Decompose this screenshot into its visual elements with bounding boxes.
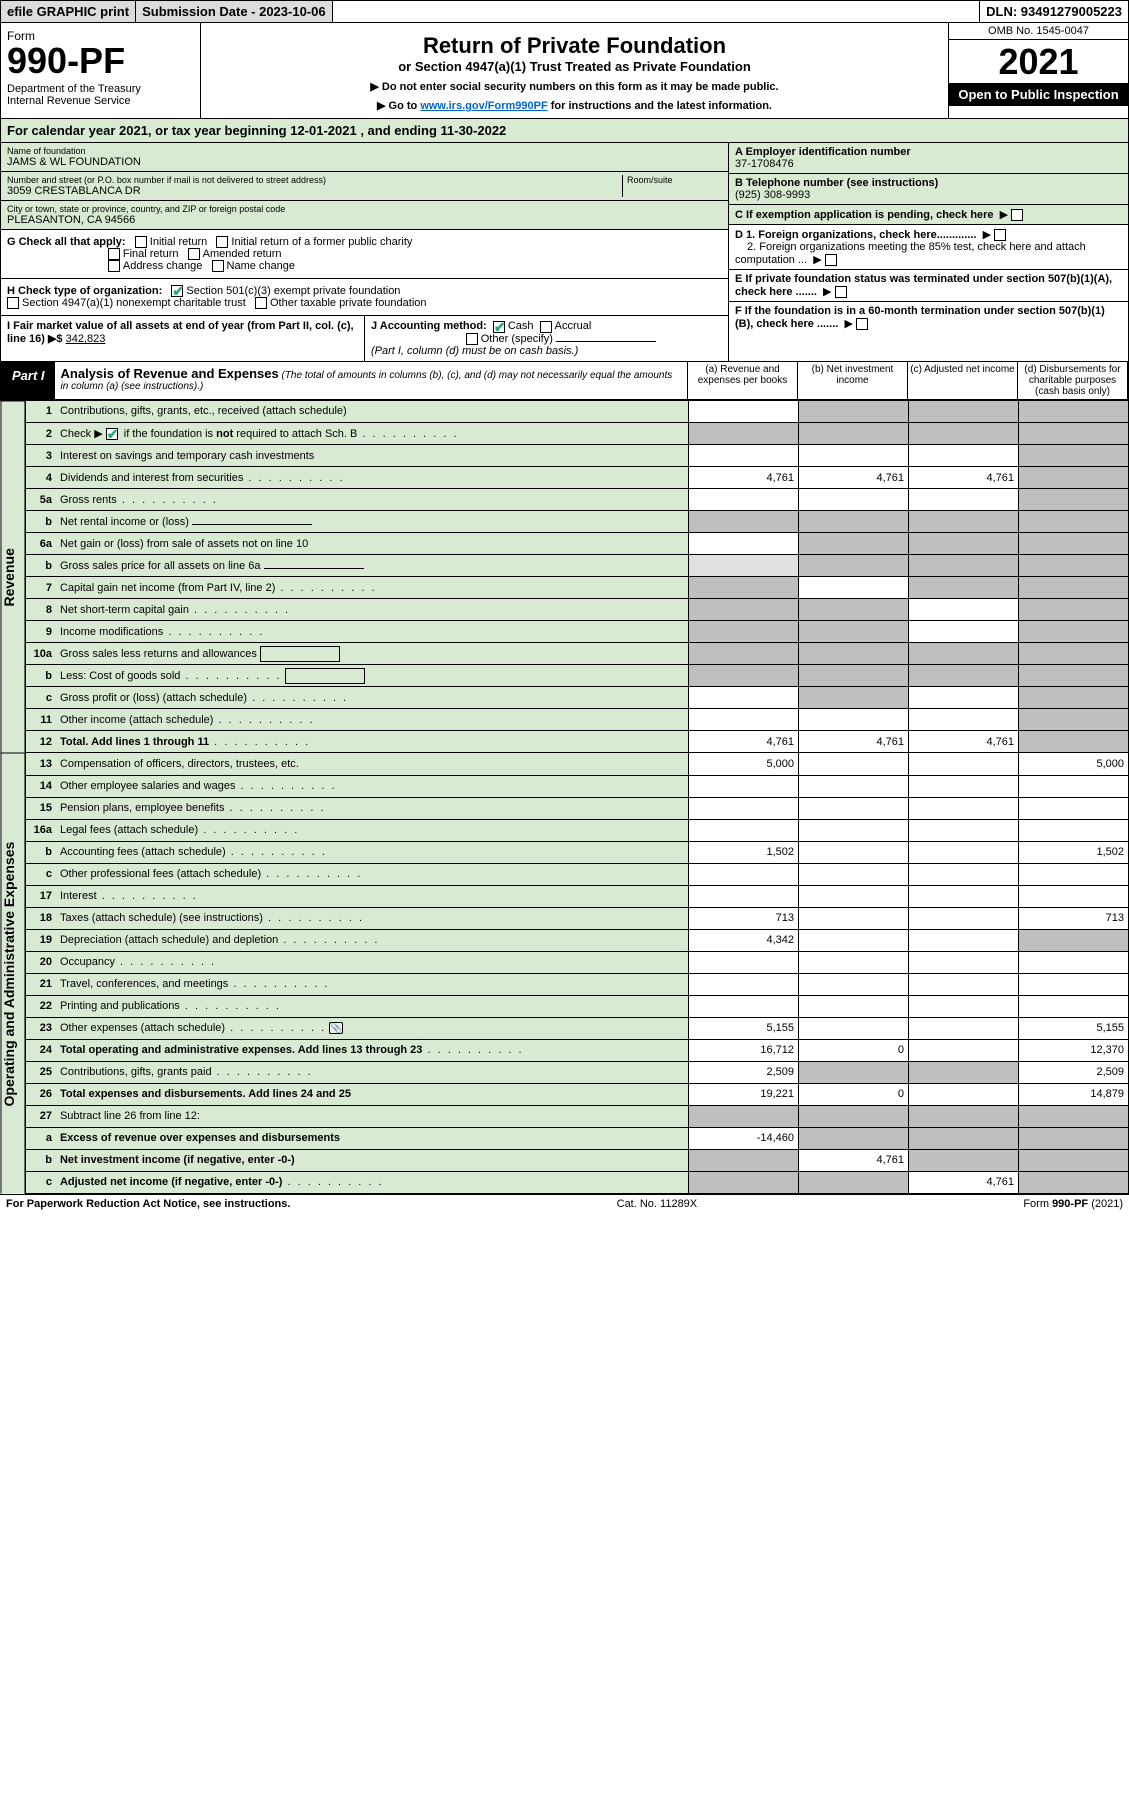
note1: ▶ Do not enter social security numbers o… — [207, 80, 942, 93]
expenses-table: 13Compensation of officers, directors, t… — [25, 753, 1129, 1194]
h-other-taxable[interactable] — [255, 297, 267, 309]
g-label: G Check all that apply: — [7, 236, 126, 248]
city-state-zip: PLEASANTON, CA 94566 — [7, 214, 722, 226]
inspection-label: Open to Public Inspection — [949, 83, 1128, 106]
j-label: J Accounting method: — [371, 320, 487, 332]
schb-checkbox[interactable] — [106, 428, 118, 440]
g-initial-former[interactable] — [216, 236, 228, 248]
street-address: 3059 CRESTABLANCA DR — [7, 185, 622, 197]
j-cash[interactable] — [493, 321, 505, 333]
f-checkbox[interactable] — [856, 318, 868, 330]
col-a: (a) Revenue and expenses per books — [687, 362, 797, 399]
submission-date: Submission Date - 2023-10-06 — [136, 1, 333, 22]
city-label: City or town, state or province, country… — [7, 204, 722, 214]
d2-label: 2. Foreign organizations meeting the 85%… — [735, 241, 1086, 266]
i-value: 342,823 — [66, 333, 106, 345]
h-label: H Check type of organization: — [7, 285, 162, 297]
form-subtitle: or Section 4947(a)(1) Trust Treated as P… — [207, 59, 942, 74]
e-checkbox[interactable] — [835, 286, 847, 298]
i-label: I Fair market value of all assets at end… — [7, 320, 354, 345]
note2: ▶ Go to www.irs.gov/Form990PF for instru… — [207, 99, 942, 112]
form-footer: Form 990-PF (2021) — [1023, 1198, 1123, 1210]
part1-header: Part I Analysis of Revenue and Expenses … — [0, 362, 1129, 401]
entity-block: Name of foundation JAMS & WL FOUNDATION … — [0, 143, 1129, 362]
page-footer: For Paperwork Reduction Act Notice, see … — [0, 1194, 1129, 1213]
g-amended[interactable] — [188, 248, 200, 260]
col-d: (d) Disbursements for charitable purpose… — [1017, 362, 1127, 399]
a-label: A Employer identification number — [735, 146, 911, 158]
j-other[interactable] — [466, 333, 478, 345]
revenue-sidebar: Revenue — [0, 401, 25, 754]
b-label: B Telephone number (see instructions) — [735, 177, 938, 189]
addr-label: Number and street (or P.O. box number if… — [7, 175, 622, 185]
col-b: (b) Net investment income — [797, 362, 907, 399]
instructions-link[interactable]: www.irs.gov/Form990PF — [420, 100, 547, 112]
d1-label: D 1. Foreign organizations, check here..… — [735, 229, 976, 241]
dln: DLN: 93491279005223 — [979, 1, 1128, 22]
form-title: Return of Private Foundation — [207, 33, 942, 59]
h-501c3[interactable] — [171, 285, 183, 297]
part1-label: Part I — [2, 362, 55, 399]
room-label: Room/suite — [627, 175, 722, 185]
f-label: F If the foundation is in a 60-month ter… — [735, 305, 1105, 330]
d1-checkbox[interactable] — [994, 229, 1006, 241]
dept-label: Department of the Treasury Internal Reve… — [7, 83, 194, 107]
foundation-name: JAMS & WL FOUNDATION — [7, 156, 722, 168]
phone: (925) 308-9993 — [735, 189, 810, 201]
g-address-change[interactable] — [108, 260, 120, 272]
topbar: efile GRAPHIC print Submission Date - 20… — [0, 0, 1129, 23]
col-c: (c) Adjusted net income — [907, 362, 1017, 399]
calendar-year-line: For calendar year 2021, or tax year begi… — [0, 119, 1129, 143]
g-initial-return[interactable] — [135, 236, 147, 248]
expenses-sidebar: Operating and Administrative Expenses — [0, 753, 25, 1194]
g-name-change[interactable] — [212, 260, 224, 272]
name-label: Name of foundation — [7, 146, 722, 156]
d2-checkbox[interactable] — [825, 254, 837, 266]
e-label: E If private foundation status was termi… — [735, 273, 1112, 298]
attachment-icon[interactable]: 📎 — [329, 1022, 343, 1034]
tax-year: 2021 — [949, 40, 1128, 83]
omb-number: OMB No. 1545-0047 — [949, 23, 1128, 40]
c-checkbox[interactable] — [1011, 209, 1023, 221]
revenue-table: 1Contributions, gifts, grants, etc., rec… — [25, 401, 1129, 754]
g-final-return[interactable] — [108, 248, 120, 260]
ein: 37-1708476 — [735, 158, 794, 170]
form-header: Form 990-PF Department of the Treasury I… — [0, 23, 1129, 119]
efile-print-button[interactable]: efile GRAPHIC print — [1, 1, 136, 22]
j-note: (Part I, column (d) must be on cash basi… — [371, 345, 578, 357]
form-number: 990-PF — [7, 43, 194, 79]
j-accrual[interactable] — [540, 321, 552, 333]
h-4947[interactable] — [7, 297, 19, 309]
cat-number: Cat. No. 11289X — [617, 1198, 698, 1210]
c-label: C If exemption application is pending, c… — [735, 209, 994, 221]
pra-notice: For Paperwork Reduction Act Notice, see … — [6, 1198, 290, 1210]
